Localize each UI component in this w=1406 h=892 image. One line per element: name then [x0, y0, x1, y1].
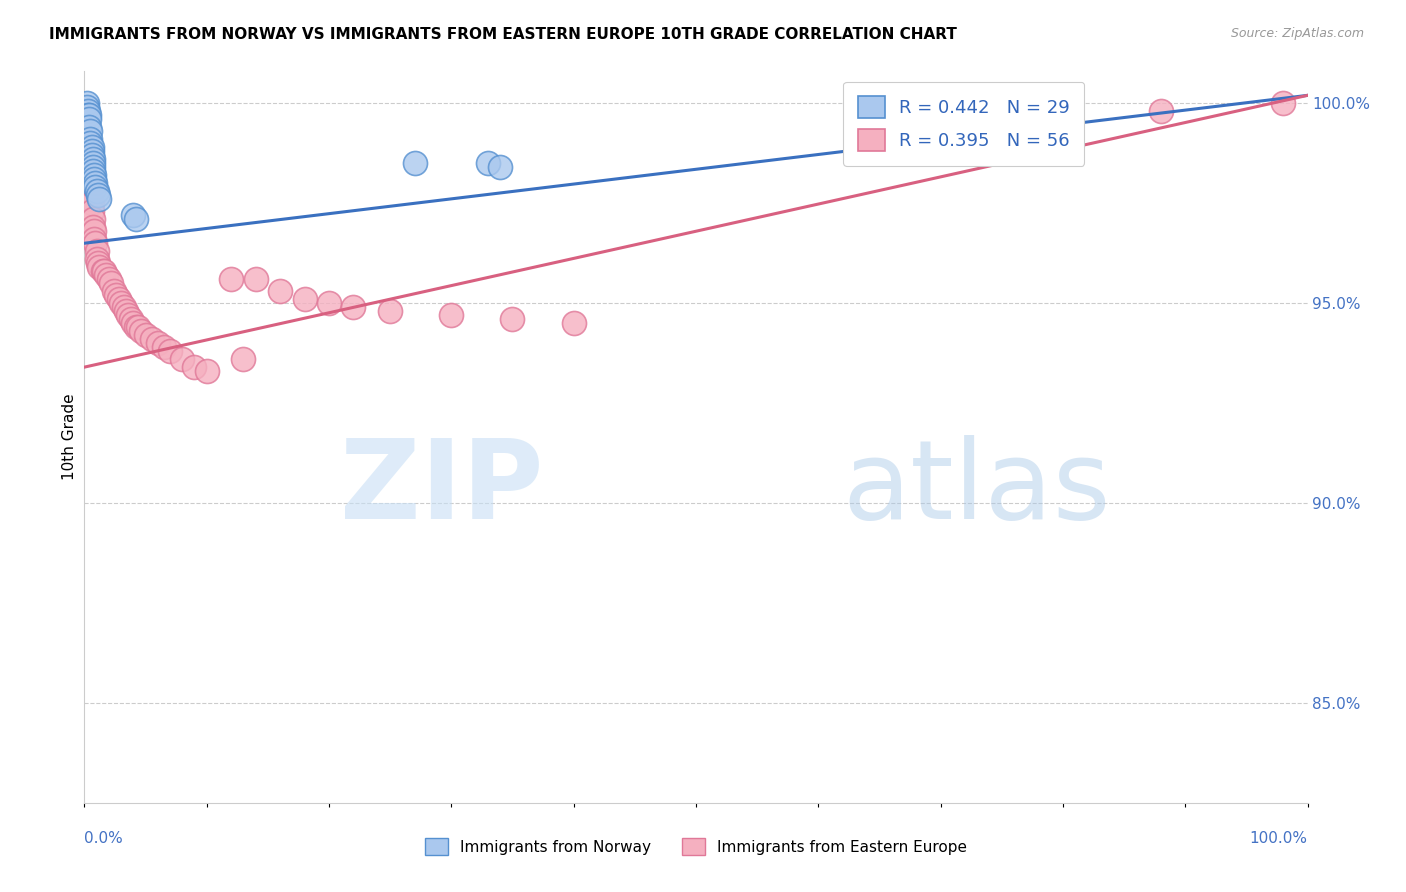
Point — [82, 164, 104, 178]
Point — [404, 156, 426, 170]
Point — [79, 132, 101, 146]
Point — [172, 352, 194, 367]
Point — [77, 120, 100, 135]
Text: atlas: atlas — [842, 434, 1111, 541]
Legend: Immigrants from Norway, Immigrants from Eastern Europe: Immigrants from Norway, Immigrants from … — [419, 832, 973, 861]
Point — [80, 145, 103, 159]
Point — [87, 188, 110, 202]
Text: Source: ZipAtlas.com: Source: ZipAtlas.com — [1230, 27, 1364, 40]
Point — [146, 336, 169, 351]
Point — [135, 328, 157, 343]
Point — [80, 148, 103, 162]
Point — [84, 236, 107, 251]
Point — [232, 352, 254, 367]
Point — [82, 153, 104, 167]
Point — [84, 176, 107, 190]
Point — [80, 196, 103, 211]
Point — [87, 256, 110, 270]
Point — [77, 108, 100, 122]
Point — [80, 140, 103, 154]
Point — [87, 192, 110, 206]
Point — [100, 276, 122, 290]
Point — [129, 324, 152, 338]
Point — [219, 272, 242, 286]
Point — [342, 300, 364, 314]
Point — [1150, 104, 1173, 119]
Point — [82, 156, 104, 170]
Point — [83, 232, 105, 246]
Point — [294, 292, 316, 306]
Point — [159, 344, 181, 359]
Point — [153, 340, 176, 354]
Point — [195, 364, 218, 378]
Point — [127, 320, 149, 334]
Point — [86, 184, 108, 198]
Point — [77, 104, 100, 119]
Point — [477, 156, 499, 170]
Point — [380, 304, 402, 318]
Point — [107, 292, 129, 306]
Point — [562, 316, 585, 330]
Point — [77, 169, 100, 183]
Point — [91, 264, 114, 278]
Point — [112, 300, 135, 314]
Y-axis label: 10th Grade: 10th Grade — [62, 393, 77, 481]
Point — [245, 272, 267, 286]
Point — [318, 296, 340, 310]
Text: IMMIGRANTS FROM NORWAY VS IMMIGRANTS FROM EASTERN EUROPE 10TH GRADE CORRELATION : IMMIGRANTS FROM NORWAY VS IMMIGRANTS FRO… — [49, 27, 957, 42]
Point — [141, 332, 163, 346]
Point — [79, 124, 101, 138]
Point — [122, 316, 145, 330]
Point — [120, 312, 142, 326]
Point — [122, 208, 145, 222]
Point — [489, 161, 512, 175]
Point — [93, 264, 115, 278]
Point — [110, 296, 132, 310]
Point — [82, 161, 104, 175]
Point — [83, 172, 105, 186]
Point — [103, 284, 125, 298]
Point — [77, 108, 100, 122]
Point — [1272, 96, 1295, 111]
Point — [84, 180, 107, 194]
Point — [105, 288, 128, 302]
Point — [183, 360, 205, 375]
Point — [82, 220, 104, 235]
Text: 100.0%: 100.0% — [1250, 831, 1308, 846]
Point — [82, 212, 104, 227]
Point — [502, 312, 524, 326]
Point — [77, 161, 100, 175]
Point — [79, 184, 101, 198]
Point — [77, 176, 100, 190]
Point — [77, 156, 100, 170]
Point — [269, 284, 291, 298]
Point — [76, 100, 98, 114]
Point — [125, 212, 148, 227]
Point — [87, 260, 110, 275]
Text: ZIP: ZIP — [340, 434, 543, 541]
Text: 0.0%: 0.0% — [84, 831, 124, 846]
Point — [86, 244, 108, 259]
Point — [80, 204, 103, 219]
Point — [83, 169, 105, 183]
Point — [115, 304, 138, 318]
Point — [440, 308, 463, 322]
Point — [79, 192, 101, 206]
Point — [86, 252, 108, 267]
Point — [76, 96, 98, 111]
Point — [77, 136, 100, 151]
Point — [96, 268, 118, 283]
Point — [83, 224, 105, 238]
Point — [125, 320, 148, 334]
Point — [117, 308, 139, 322]
Point — [79, 136, 101, 151]
Point — [97, 272, 120, 286]
Point — [77, 112, 100, 127]
